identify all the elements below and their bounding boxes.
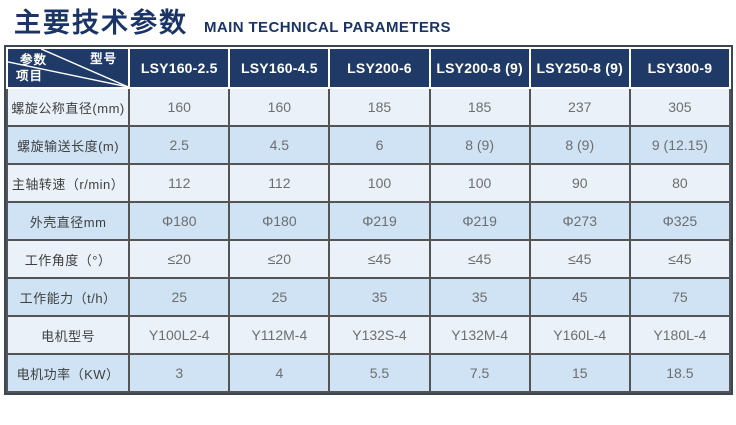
corner-label-item: 项目 (16, 68, 44, 83)
cell-value: ≤45 (328, 239, 431, 279)
cell-value: 8 (9) (528, 125, 631, 165)
cell-value: Φ180 (128, 201, 231, 241)
cell-value: ≤45 (528, 239, 631, 279)
table-row: 外壳直径mm Φ180 Φ180 Φ219 Φ219 Φ273 Φ325 (5, 201, 732, 241)
cell-value: 9 (12.15) (628, 125, 732, 165)
cell-value: Y160L-4 (528, 315, 631, 355)
column-header: LSY200-6 (328, 47, 431, 89)
table-row: 主轴转速（r/min） 112 112 100 100 90 80 (5, 163, 732, 203)
cell-value: 237 (528, 87, 631, 127)
row-label: 工作能力（t/h） (5, 277, 131, 317)
cell-value: ≤20 (128, 239, 231, 279)
cell-value: 25 (228, 277, 331, 317)
table-header-row: 参数 型号 项目 LSY160-2.5 LSY160-4.5 LSY200-6 LSY… (5, 47, 732, 89)
corner-header-cell: 参数 型号 项目 (5, 47, 131, 89)
cell-value: 18.5 (628, 353, 732, 393)
row-label: 电机功率（KW） (5, 353, 131, 393)
page-title: 主要技术参数 MAIN TECHNICAL PARAMETERS (0, 0, 736, 45)
cell-value: Y132M-4 (428, 315, 531, 355)
column-header: LSY250-8 (9) (528, 47, 631, 89)
table-row: 电机型号 Y100L2-4 Y112M-4 Y132S-4 Y132M-4 Y160L-4… (5, 315, 732, 355)
table-body: 螺旋公称直径(mm) 160 160 185 185 237 305 螺旋输送长度(m) 2.5… (5, 87, 732, 393)
page-title-english: MAIN TECHNICAL PARAMETERS (204, 19, 451, 36)
cell-value: 305 (628, 87, 732, 127)
technical-parameters-table-wrapper: 参数 型号 项目 LSY160-2.5 LSY160-4.5 LSY200-6 LSY… (4, 45, 733, 395)
page-title-chinese: 主要技术参数 (14, 8, 188, 38)
cell-value: Φ273 (528, 201, 631, 241)
row-label: 外壳直径mm (5, 201, 131, 241)
row-label: 主轴转速（r/min） (5, 163, 131, 203)
row-label: 工作角度（°） (5, 239, 131, 279)
row-label: 电机型号 (5, 315, 131, 355)
cell-value: Φ180 (228, 201, 331, 241)
cell-value: ≤45 (428, 239, 531, 279)
cell-value: 7.5 (428, 353, 531, 393)
cell-value: 160 (228, 87, 331, 127)
diagonal-divider-lines (8, 49, 129, 87)
cell-value: 4.5 (228, 125, 331, 165)
cell-value: Y180L-4 (628, 315, 732, 355)
column-header: LSY160-4.5 (228, 47, 331, 89)
cell-value: 100 (328, 163, 431, 203)
row-label: 螺旋输送长度(m) (5, 125, 131, 165)
cell-value: 80 (628, 163, 732, 203)
cell-value: 8 (9) (428, 125, 531, 165)
cell-value: 3 (128, 353, 231, 393)
cell-value: 6 (328, 125, 431, 165)
table-row: 螺旋公称直径(mm) 160 160 185 185 237 305 (5, 87, 732, 127)
table-row: 电机功率（KW） 3 4 5.5 7.5 15 18.5 (5, 353, 732, 393)
corner-label-model: 型号 (90, 52, 118, 66)
cell-value: 112 (228, 163, 331, 203)
table-row: 工作能力（t/h） 25 25 35 35 45 75 (5, 277, 732, 317)
cell-value: 35 (428, 277, 531, 317)
cell-value: 45 (528, 277, 631, 317)
cell-value: Y112M-4 (228, 315, 331, 355)
column-header: LSY160-2.5 (128, 47, 231, 89)
cell-value: 25 (128, 277, 231, 317)
cell-value: 4 (228, 353, 331, 393)
corner-label-param: 参数 (20, 53, 48, 67)
column-header: LSY200-8 (9) (428, 47, 531, 89)
cell-value: 100 (428, 163, 531, 203)
cell-value: 5.5 (328, 353, 431, 393)
cell-value: 112 (128, 163, 231, 203)
cell-value: 75 (628, 277, 732, 317)
table-row: 工作角度（°） ≤20 ≤20 ≤45 ≤45 ≤45 ≤45 (5, 239, 732, 279)
cell-value: Φ325 (628, 201, 732, 241)
cell-value: 185 (428, 87, 531, 127)
row-label: 螺旋公称直径(mm) (5, 87, 131, 127)
cell-value: ≤45 (628, 239, 732, 279)
cell-value: 160 (128, 87, 231, 127)
cell-value: 185 (328, 87, 431, 127)
cell-value: Y132S-4 (328, 315, 431, 355)
column-header: LSY300-9 (628, 47, 732, 89)
cell-value: 15 (528, 353, 631, 393)
table-row: 螺旋输送长度(m) 2.5 4.5 6 8 (9) 8 (9) 9 (12.15) (5, 125, 732, 165)
cell-value: Y100L2-4 (128, 315, 231, 355)
cell-value: 35 (328, 277, 431, 317)
cell-value: Φ219 (428, 201, 531, 241)
cell-value: Φ219 (328, 201, 431, 241)
cell-value: ≤20 (228, 239, 331, 279)
technical-parameters-table: 参数 型号 项目 LSY160-2.5 LSY160-4.5 LSY200-6 LSY… (5, 47, 732, 393)
cell-value: 90 (528, 163, 631, 203)
cell-value: 2.5 (128, 125, 231, 165)
